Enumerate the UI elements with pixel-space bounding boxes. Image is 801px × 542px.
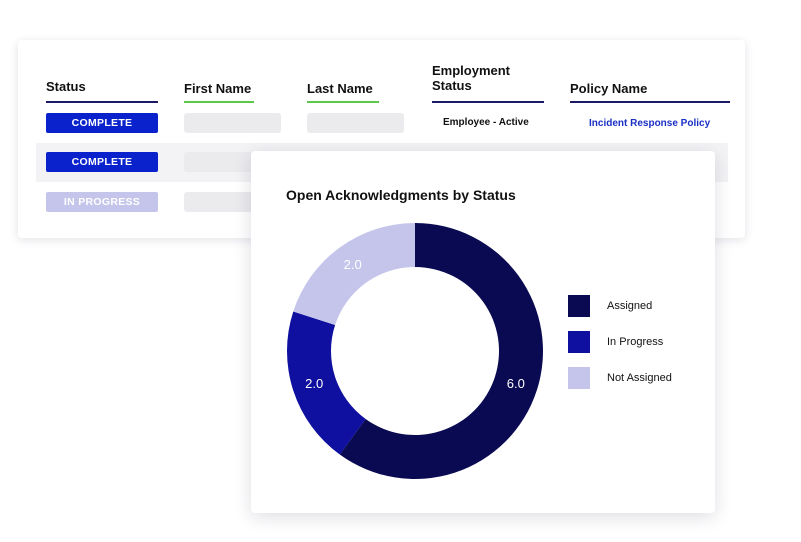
chart-title: Open Acknowledgments by Status	[286, 187, 516, 203]
slice-not-assigned[interactable]	[293, 223, 415, 326]
slice-assigned[interactable]	[339, 223, 543, 479]
policy-name-link[interactable]: Incident Response Policy	[589, 118, 711, 129]
legend-label: In Progress	[607, 336, 664, 348]
legend-swatch	[568, 367, 590, 389]
legend-label: Assigned	[607, 300, 653, 312]
legend-label: Not Assigned	[607, 372, 672, 384]
legend-swatch	[568, 295, 590, 317]
status-badge: COMPLETE	[46, 113, 158, 133]
first-name-placeholder	[184, 152, 254, 172]
last-name-header-underline	[307, 101, 379, 103]
last-name-placeholder	[307, 113, 404, 133]
legend-swatch	[568, 331, 590, 353]
first-name-placeholder	[184, 113, 281, 133]
legend-item-not-assigned: Not Assigned	[568, 367, 672, 389]
status-badge: IN PROGRESS	[46, 192, 158, 212]
column-header-first-name[interactable]: First Name	[184, 81, 252, 96]
column-header-status[interactable]: Status	[46, 79, 86, 94]
slice-in-progress[interactable]	[287, 311, 366, 455]
policy-name-header-underline	[570, 101, 730, 103]
column-header-policy-name[interactable]: Policy Name	[570, 81, 648, 96]
employment-status-header-underline	[432, 101, 544, 103]
slice-value-label: 2.0	[305, 376, 323, 391]
column-header-employment-status[interactable]: Employment Status	[432, 63, 511, 93]
status-badge: COMPLETE	[46, 152, 158, 172]
slice-value-label: 6.0	[507, 376, 525, 391]
donut-chart: 6.0 2.0 2.0	[287, 223, 543, 479]
chart-card: Open Acknowledgments by Status 6.0 2.0 2.0…	[251, 151, 715, 513]
column-header-last-name[interactable]: Last Name	[307, 81, 373, 96]
slice-value-label: 2.0	[344, 257, 362, 272]
first-name-header-underline	[184, 101, 254, 103]
legend-item-in-progress: In Progress	[568, 331, 663, 353]
first-name-placeholder	[184, 192, 254, 212]
employment-status-cell: Employee - Active	[443, 117, 529, 128]
legend-item-assigned: Assigned	[568, 295, 652, 317]
status-header-underline	[46, 101, 158, 103]
